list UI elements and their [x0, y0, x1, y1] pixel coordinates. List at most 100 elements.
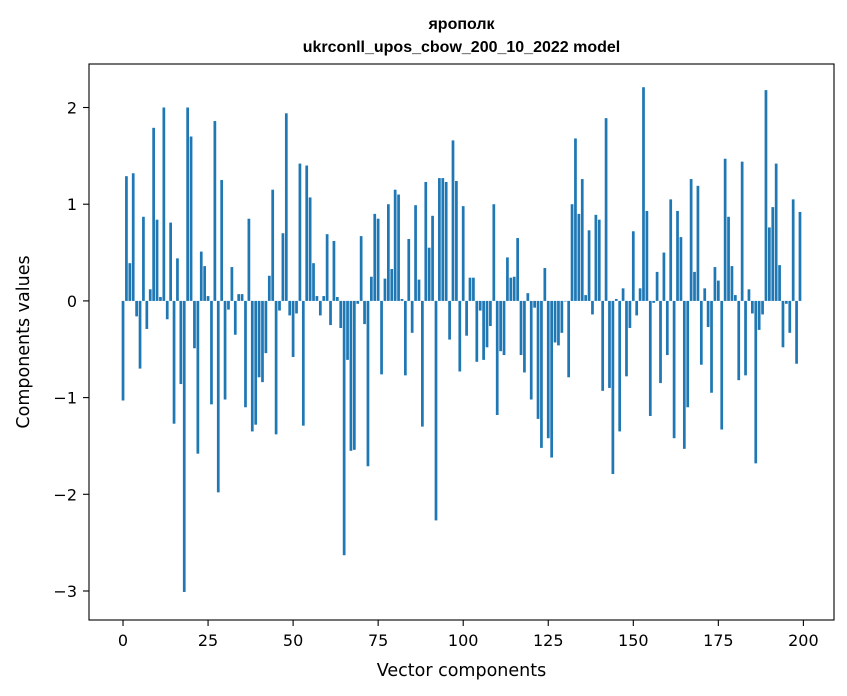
bar	[172, 300, 176, 424]
bar	[659, 300, 662, 384]
bar	[543, 268, 547, 301]
bar	[655, 271, 659, 301]
bar	[557, 300, 560, 346]
bar	[193, 300, 196, 349]
bar	[778, 265, 781, 301]
y-tick-label: 2	[67, 99, 77, 118]
bar	[410, 300, 414, 333]
bar	[329, 300, 332, 326]
x-tick-label: 200	[788, 631, 819, 650]
bar	[625, 300, 628, 377]
bar	[182, 300, 186, 592]
bar	[332, 240, 336, 301]
bar	[747, 289, 751, 301]
bar	[387, 204, 390, 301]
bar	[383, 278, 387, 301]
bar	[506, 257, 509, 301]
bar	[672, 300, 676, 439]
bar	[397, 194, 400, 301]
bar	[727, 216, 730, 301]
bar	[795, 300, 798, 364]
bar	[577, 213, 581, 301]
x-tick-label: 75	[368, 631, 388, 650]
bar	[604, 118, 608, 301]
bar	[713, 267, 717, 301]
bar	[278, 300, 281, 311]
bar	[335, 297, 339, 301]
bar	[230, 267, 234, 301]
bar	[509, 277, 513, 301]
bar	[427, 247, 431, 301]
bar	[652, 300, 656, 303]
bar	[679, 237, 683, 301]
bar	[213, 121, 217, 301]
bar	[438, 178, 441, 301]
bar	[274, 300, 278, 435]
bar	[216, 300, 220, 493]
bar	[597, 219, 601, 301]
bar	[131, 173, 135, 301]
bar	[186, 107, 190, 301]
bar	[346, 300, 349, 360]
bar	[288, 300, 292, 316]
bar	[404, 300, 407, 376]
bars-group	[121, 87, 802, 592]
bar	[533, 300, 536, 308]
bar	[380, 300, 383, 375]
bar	[512, 276, 516, 301]
bar	[682, 300, 686, 449]
bar	[444, 181, 448, 301]
bar	[737, 300, 741, 381]
bar	[240, 294, 244, 301]
bar	[642, 87, 645, 301]
bar	[261, 300, 264, 383]
bar	[472, 277, 475, 301]
bar	[393, 189, 397, 301]
bar	[142, 216, 145, 301]
bar	[271, 189, 275, 301]
bar	[298, 163, 302, 301]
bar	[665, 300, 669, 356]
bar	[621, 288, 625, 301]
bar	[220, 180, 224, 301]
bar	[125, 176, 128, 301]
x-tick-label: 50	[283, 631, 303, 650]
bar	[366, 300, 370, 467]
bar	[716, 280, 720, 301]
bar	[138, 300, 142, 369]
bar	[628, 300, 632, 328]
bar	[635, 300, 639, 316]
bar	[203, 266, 207, 301]
bar	[359, 236, 363, 301]
bar	[662, 252, 666, 301]
bar	[339, 300, 343, 328]
bar	[312, 263, 315, 301]
bar	[227, 300, 230, 310]
bar	[206, 296, 210, 301]
bar	[179, 300, 183, 385]
bar	[744, 300, 747, 376]
bar	[485, 300, 489, 348]
bar	[196, 300, 200, 454]
bar	[441, 178, 445, 301]
bar	[638, 288, 642, 301]
bar	[710, 300, 713, 393]
bar	[631, 231, 635, 301]
bar	[495, 300, 499, 415]
chart-subtitle: ukrconll_upos_cbow_200_10_2022 model	[303, 39, 620, 56]
y-tick-label: 1	[67, 195, 77, 214]
bar	[570, 204, 574, 301]
bar	[648, 300, 652, 416]
bar	[489, 300, 492, 327]
bar	[315, 296, 319, 301]
plot-frame	[88, 63, 835, 621]
bar	[349, 300, 353, 451]
y-axis: −3 −2 −1 0 1 2	[53, 99, 89, 601]
bar	[788, 300, 792, 333]
bar	[407, 239, 411, 301]
bar	[540, 300, 543, 448]
y-tick-label: −2	[53, 485, 77, 504]
bar	[730, 266, 734, 301]
bar	[492, 204, 496, 301]
bar	[267, 275, 271, 301]
